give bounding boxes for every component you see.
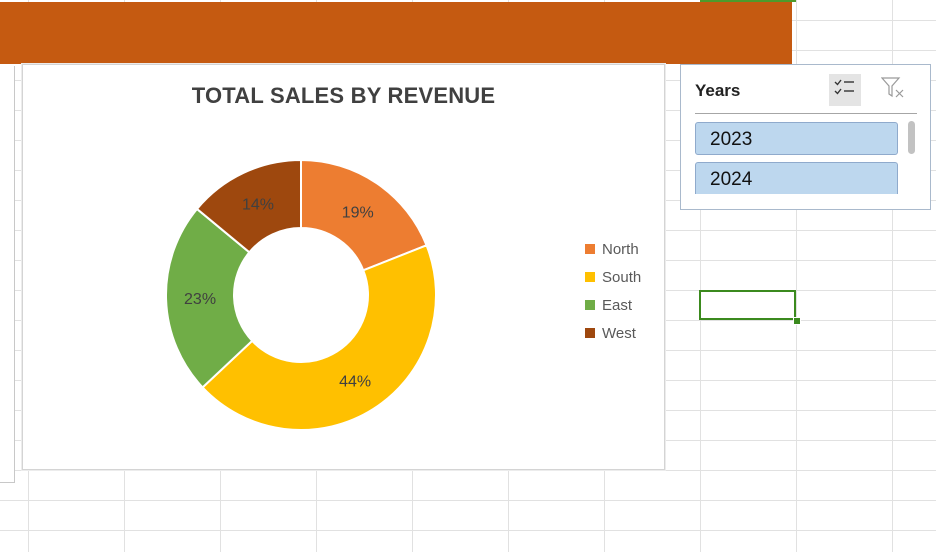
selected-column-indicator [700, 0, 796, 2]
legend-label-east: East [602, 296, 633, 314]
header-banner [0, 2, 792, 64]
legend-label-south: South [602, 268, 642, 286]
fill-handle[interactable] [793, 317, 801, 325]
legend-item-south: South [585, 263, 641, 291]
donut-plot: 19% 44% 23% 14% [165, 158, 437, 431]
data-label-west: 14% [242, 197, 274, 214]
donut-slice-north[interactable] [300, 158, 428, 272]
years-slicer[interactable]: Years 2023 2024 [680, 64, 931, 210]
chart-legend: North South East West [585, 235, 641, 347]
left-panel-edge [0, 66, 15, 483]
slicer-item-2024[interactable]: 2024 [695, 162, 898, 194]
slicer-item-2023[interactable]: 2023 [695, 122, 898, 155]
data-label-east: 23% [184, 291, 216, 308]
donut-chart[interactable]: TOTAL SALES BY REVENUE 19% 44% 23% 14% Nort… [22, 64, 665, 470]
legend-label-west: West [602, 324, 636, 342]
legend-swatch-north [585, 244, 595, 254]
slicer-header: Years [695, 74, 917, 114]
multi-select-icon [834, 78, 856, 103]
slicer-scrollbar[interactable] [908, 121, 915, 154]
legend-swatch-south [585, 272, 595, 282]
legend-item-east: East [585, 291, 641, 319]
multi-select-button[interactable] [829, 74, 861, 106]
legend-item-north: North [585, 235, 641, 263]
data-label-north: 19% [342, 204, 374, 221]
chart-title: TOTAL SALES BY REVENUE [191, 83, 496, 108]
clear-filter-icon [880, 76, 905, 104]
slicer-title: Years [695, 81, 741, 100]
legend-swatch-east [585, 300, 595, 310]
active-cell[interactable] [699, 290, 796, 320]
legend-label-north: North [602, 240, 639, 258]
donut-slice-west[interactable] [195, 158, 302, 254]
donut-slice-east[interactable] [165, 207, 254, 389]
donut-slice-south[interactable] [201, 244, 437, 431]
data-label-south: 44% [339, 373, 371, 390]
legend-item-west: West [585, 319, 641, 347]
clear-filter-button[interactable] [877, 74, 909, 106]
legend-swatch-west [585, 328, 595, 338]
